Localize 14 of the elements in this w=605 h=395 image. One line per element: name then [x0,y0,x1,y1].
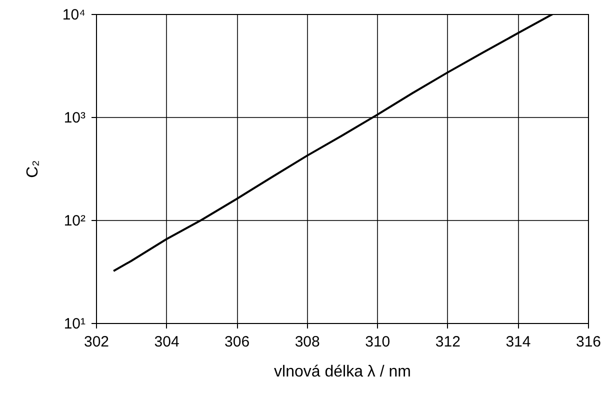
x-tick-label: 302 [84,334,110,350]
x-tick-label: 316 [576,334,602,350]
x-tick-label: 308 [294,334,320,350]
x-tick-label: 310 [365,334,390,350]
x-axis-title: vlnová délka λ / nm [274,364,411,380]
y-axis-title: C₂ [24,160,42,178]
y-tick-label: 10³ [64,110,86,126]
x-tick-label: 314 [506,334,531,350]
y-tick-label: 10² [64,212,86,230]
y-tick-label: 10¹ [64,316,86,332]
y-tick-label: 10⁴ [62,6,86,24]
x-tick-label: 312 [435,334,460,350]
x-tick-label: 306 [224,334,250,350]
x-tick-label: 304 [154,334,180,350]
